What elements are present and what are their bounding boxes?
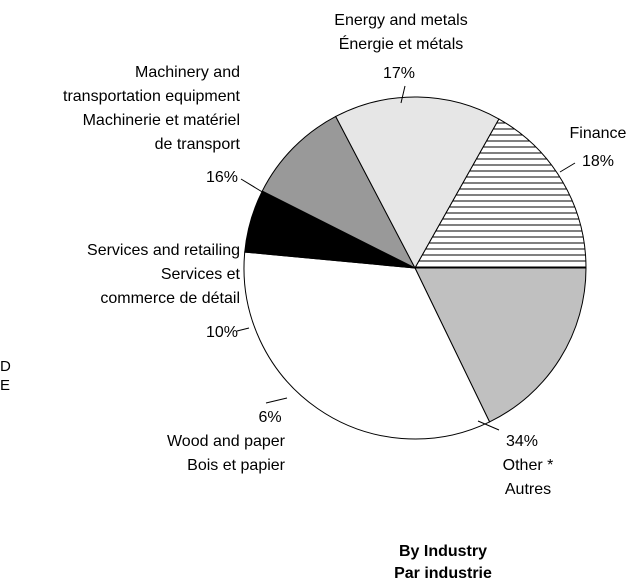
pie-slice-energy-metals [414,118,587,269]
slice-percent-energy-metals: 17% [383,65,415,82]
pie-slice-finance [414,267,587,423]
pie-slice-services-retailing [261,115,417,270]
slice-percent-machinery-transport: 16% [206,169,238,186]
leader-line-other [477,420,500,431]
leader-line-finance [559,162,576,173]
leader-line-services-retailing [236,327,250,332]
slice-percent-finance: 18% [582,153,614,170]
leader-line-machinery-transport [240,178,265,194]
chart-title-en: By Industry [399,543,487,560]
leader-line-energy-metals [400,85,406,104]
leader-line-wood-paper [265,397,288,404]
slice-percent-wood-paper: 6% [258,409,281,426]
slice-label-services-retailing: Services and retailing Services et commerc… [87,242,241,307]
slice-percent-other: 34% [506,433,538,450]
edge-fragment-2: E [0,377,10,394]
slice-label-other: Other * Autres [503,457,554,498]
slice-label-energy-metals: Energy and metals Énergie et métals [334,12,467,53]
chart-title-fr: Par industrie [394,565,492,582]
pie-slice-machinery-transport [335,96,500,270]
slice-label-finance: Finance [570,125,627,142]
slice-percent-services-retailing: 10% [206,324,238,341]
edge-fragment-1: D [0,358,11,375]
slice-label-machinery-transport: Machinery and transportation equipment Mac… [63,64,241,153]
slice-label-wood-paper: Wood and paper Bois et papier [167,433,286,474]
pie-slice-other [243,251,491,440]
